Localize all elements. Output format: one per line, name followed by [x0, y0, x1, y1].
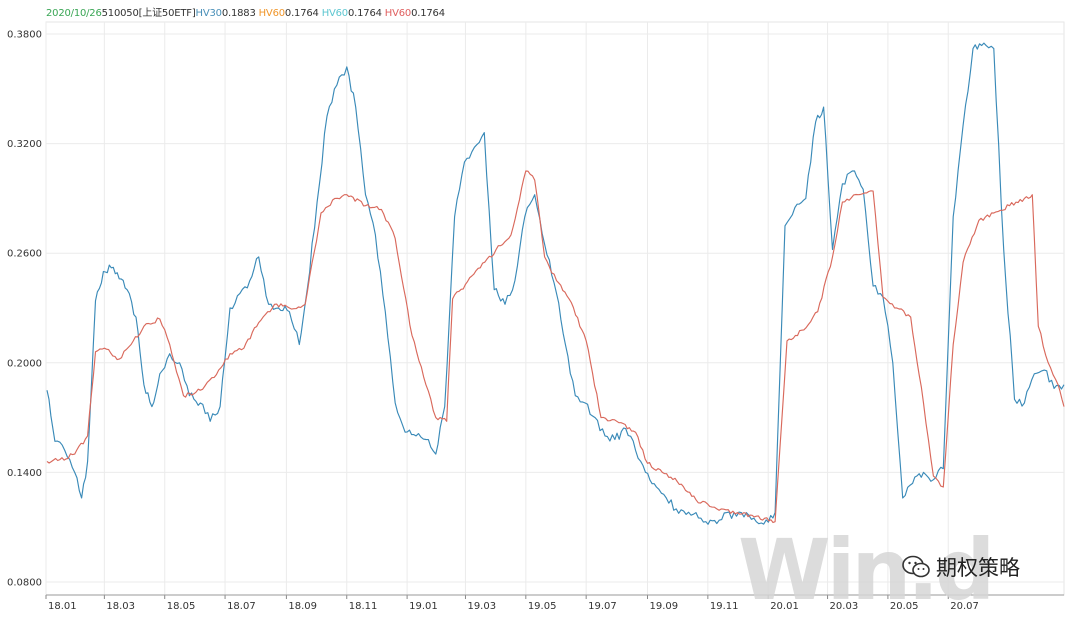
x-tick-label: 19.01 — [409, 601, 438, 612]
x-tick-label: 18.03 — [106, 601, 135, 612]
legend-hv60-label-3: HV60 — [384, 8, 412, 19]
wind-watermark: Win.d — [738, 521, 995, 619]
legend-instrument: 510050[上证50ETF] — [101, 8, 196, 19]
brand-badge: 期权策略 — [902, 552, 1020, 582]
legend-hv60-label-1: HV60 — [258, 8, 285, 19]
x-tick-label: 18.11 — [349, 601, 378, 612]
x-tick-label: 18.01 — [48, 601, 77, 612]
x-tick-label: 20.03 — [830, 601, 859, 612]
legend-hv60-value-1: 0.1764 — [284, 8, 319, 19]
x-tick-label: 18.07 — [227, 601, 256, 612]
plot-border — [45, 21, 1065, 596]
y-tick-label: 0.3800 — [7, 30, 42, 41]
y-tick-label: 0.2000 — [7, 358, 42, 369]
x-tick-label: 19.09 — [650, 601, 679, 612]
legend-hv30-value: 0.1883 — [221, 8, 256, 19]
x-tick-label: 19.07 — [588, 601, 617, 612]
brand-name: 期权策略 — [936, 556, 1020, 580]
wechat-icon — [902, 555, 930, 578]
chart-legend: 2020/10/26510050[上证50ETF]HV300.1883 HV60… — [46, 4, 445, 19]
legend-hv60-value-3: 0.1764 — [411, 8, 445, 19]
y-tick-label: 0.1400 — [7, 468, 42, 479]
x-tick-label: 19.11 — [710, 601, 739, 612]
x-tick-label: 20.07 — [950, 601, 979, 612]
grid-layer — [45, 21, 1065, 596]
x-tick-label: 18.05 — [167, 601, 196, 612]
x-tick-label: 19.05 — [528, 601, 557, 612]
y-tick-label: 0.3200 — [7, 139, 42, 150]
legend-hv30-label: HV30 — [195, 8, 222, 19]
legend-hv60-value-2: 0.1764 — [347, 8, 382, 19]
y-tick-label: 0.0800 — [7, 578, 42, 589]
series-line-hv30-0 — [46, 42, 1065, 525]
legend-date: 2020/10/26 — [46, 8, 102, 19]
x-tick-label: 20.05 — [890, 601, 919, 612]
series-line-hv60-1 — [46, 170, 1065, 524]
x-tick-label: 19.03 — [467, 601, 496, 612]
series-layer — [46, 42, 1065, 525]
axis-layer: 0.3800 0.3200 0.2600 0.2000 0.1400 0.0800 18.0… — [7, 30, 1064, 612]
y-tick-label: 0.2600 — [7, 249, 42, 260]
legend-hv60-label-2: HV60 — [321, 8, 348, 19]
x-tick-label: 20.01 — [770, 601, 799, 612]
x-tick-label: 18.09 — [288, 601, 317, 612]
